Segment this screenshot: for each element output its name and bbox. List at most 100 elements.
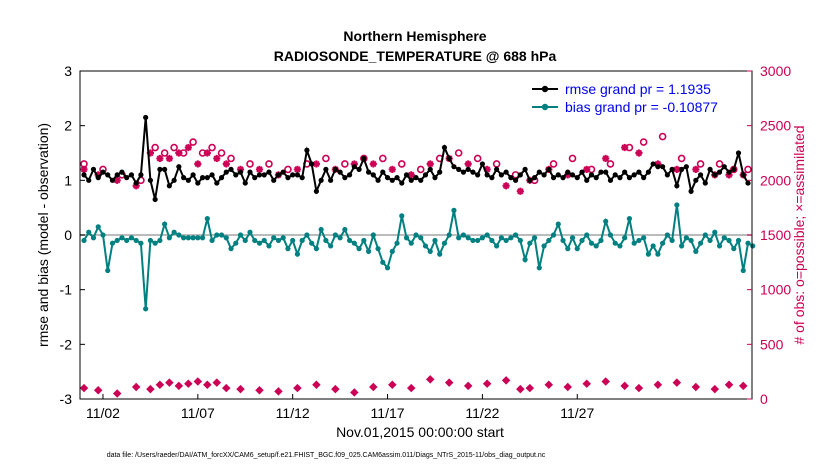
rmse-point bbox=[432, 175, 438, 181]
legend-label: rmse grand pr = 1.1935 bbox=[565, 81, 711, 97]
rmse-point bbox=[484, 172, 490, 178]
rmse-point bbox=[86, 177, 92, 183]
bias-point bbox=[513, 232, 519, 238]
rmse-point bbox=[565, 169, 571, 175]
y-tick-label-right: 500 bbox=[760, 336, 784, 352]
rmse-point bbox=[347, 172, 353, 178]
bias-point bbox=[90, 235, 97, 241]
bias-point bbox=[318, 226, 324, 233]
rmse-point bbox=[427, 166, 433, 172]
bias-point bbox=[593, 243, 599, 249]
bias-point bbox=[489, 237, 495, 244]
baseline-obs-point bbox=[653, 380, 663, 390]
rmse-point bbox=[617, 175, 623, 181]
bias-point bbox=[223, 235, 229, 241]
assimilated-obs-point-stroke bbox=[113, 177, 121, 184]
possible-obs-point bbox=[549, 160, 558, 168]
rmse-point bbox=[380, 169, 386, 175]
rmse-point bbox=[280, 169, 286, 175]
bias-point bbox=[484, 232, 490, 238]
bias-point bbox=[451, 207, 457, 213]
possible-obs-point bbox=[208, 143, 216, 152]
rmse-point bbox=[185, 177, 191, 183]
rmse-point bbox=[342, 175, 348, 181]
bias-point bbox=[370, 232, 376, 238]
rmse-point bbox=[460, 169, 467, 175]
bias-point bbox=[555, 221, 561, 227]
rmse-point bbox=[660, 164, 666, 170]
rmse-point bbox=[574, 175, 580, 181]
bias-point bbox=[166, 235, 172, 241]
bias-point bbox=[252, 237, 258, 244]
rmse-point bbox=[337, 169, 343, 175]
rmse-point bbox=[143, 114, 149, 121]
y-tick-label: -3 bbox=[60, 391, 73, 407]
rmse-point bbox=[328, 177, 334, 183]
rmse-point bbox=[195, 180, 201, 186]
bias-point bbox=[560, 237, 566, 244]
bias-point bbox=[157, 237, 163, 244]
baseline-obs-point bbox=[739, 381, 748, 391]
rmse-point bbox=[645, 169, 652, 175]
possible-obs-point bbox=[696, 160, 705, 168]
rmse-point bbox=[351, 164, 357, 170]
possible-obs-point bbox=[416, 165, 425, 174]
bias-point bbox=[740, 267, 746, 274]
rmse-point bbox=[522, 166, 528, 172]
assimilated-obs-point bbox=[621, 143, 629, 152]
y-tick-label: 2 bbox=[64, 118, 72, 134]
possible-obs-point bbox=[217, 149, 226, 157]
rmse-point bbox=[584, 177, 590, 183]
possible-obs-point bbox=[341, 160, 349, 168]
baseline-obs-point bbox=[444, 378, 454, 387]
possible-obs-point bbox=[170, 143, 178, 152]
rmse-point bbox=[290, 172, 296, 178]
bias-point bbox=[574, 246, 580, 252]
rmse-point bbox=[138, 172, 144, 178]
bias-point bbox=[745, 240, 751, 246]
rmse-point bbox=[332, 166, 338, 172]
assimilated-obs-point bbox=[602, 154, 610, 163]
assimilated-obs-point bbox=[175, 149, 183, 157]
bias-point bbox=[716, 243, 723, 249]
bias-point bbox=[271, 235, 277, 241]
bias-point bbox=[361, 237, 367, 244]
rmse-point bbox=[636, 169, 642, 175]
baseline-obs-point bbox=[222, 383, 231, 393]
possible-obs-point bbox=[284, 165, 292, 174]
rmse-point bbox=[712, 172, 718, 178]
x-tick-label: 11/17 bbox=[371, 405, 405, 421]
bias-point bbox=[309, 240, 315, 246]
rmse-point bbox=[536, 169, 542, 175]
possible-obs-point bbox=[227, 154, 235, 163]
rmse-point bbox=[735, 150, 742, 156]
bias-point bbox=[579, 237, 585, 244]
bias-point bbox=[176, 232, 182, 238]
bias-point bbox=[517, 237, 523, 244]
bias-point bbox=[460, 232, 467, 238]
rmse-point bbox=[669, 166, 675, 172]
bias-point bbox=[337, 235, 343, 241]
bias-point bbox=[726, 237, 732, 244]
assimilated-obs-point-stroke bbox=[427, 160, 434, 168]
assimilated-obs-point-stroke bbox=[294, 166, 301, 173]
bias-point bbox=[209, 237, 215, 244]
rmse-point bbox=[109, 177, 116, 183]
bias-point bbox=[427, 248, 433, 254]
rmse-point bbox=[555, 172, 561, 178]
rmse-point bbox=[479, 161, 485, 167]
baseline-obs-point bbox=[131, 382, 141, 392]
possible-obs-point bbox=[160, 149, 169, 157]
bias-point bbox=[171, 229, 177, 235]
bias-point bbox=[645, 251, 652, 257]
rmse-point bbox=[550, 175, 557, 181]
rmse-point bbox=[233, 172, 239, 178]
rmse-point bbox=[166, 183, 172, 189]
rmse-point bbox=[190, 172, 196, 178]
rmse-point bbox=[256, 172, 263, 178]
bias-point bbox=[138, 240, 144, 246]
baseline-obs-point bbox=[516, 384, 525, 394]
bias-point bbox=[422, 243, 429, 249]
rmse-point bbox=[541, 172, 547, 178]
